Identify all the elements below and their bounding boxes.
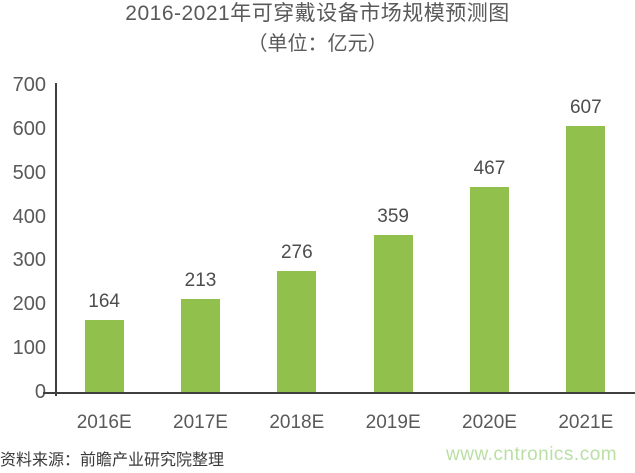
watermark-link: www.cntronics.com (446, 444, 618, 465)
bar (84, 320, 124, 392)
bar-slot: 276 (277, 85, 317, 392)
x-axis-tick-label: 2016E (76, 412, 132, 433)
x-axis-tick-label: 2021E (558, 412, 614, 433)
bar (373, 235, 413, 392)
x-axis-labels: 2016E 2017E 2018E 2019E 2020E 2021E (56, 411, 634, 435)
x-axis-tick-label: 2019E (365, 412, 421, 433)
bar-slot: 607 (566, 85, 606, 392)
bar-slot: 467 (469, 85, 509, 392)
bar (469, 187, 509, 392)
bar-slot: 213 (180, 85, 220, 392)
bar-slot: 359 (373, 85, 413, 392)
y-axis-tick-label: 0 (34, 381, 46, 403)
y-axis-tick-label: 300 (12, 249, 46, 272)
x-axis-tick-label: 2020E (462, 412, 517, 433)
bar-slot: 164 (84, 85, 124, 392)
bar-value-label: 607 (569, 97, 602, 118)
y-axis-tick-label: 500 (12, 161, 46, 184)
x-axis-tick-label: 2017E (173, 412, 228, 433)
x-axis-tick-label: 2018E (269, 412, 325, 433)
chart-title: 2016-2021年可穿戴设备市场规模预测图 (125, 2, 510, 25)
y-axis-tick-label: 400 (12, 205, 46, 228)
bar-value-label: 164 (88, 291, 120, 312)
y-axis-tick-label: 200 (12, 293, 46, 316)
bar-value-label: 467 (473, 158, 506, 179)
bar (277, 271, 317, 392)
bar-value-label: 359 (377, 206, 409, 227)
bar (180, 299, 220, 392)
y-axis-tick-label: 100 (12, 337, 46, 360)
y-axis-line (55, 83, 57, 396)
bar (566, 126, 606, 392)
y-axis-tick-label: 600 (12, 117, 46, 140)
y-axis-tick-labels: 0 100 200 300 400 500 600 700 (0, 74, 46, 403)
chart-subtitle: （单位：亿元） (247, 33, 388, 55)
plot-area: 164 213 276 359 467 607 (56, 85, 634, 392)
bar-value-label: 276 (280, 242, 313, 263)
bar-value-label: 213 (184, 270, 217, 291)
y-axis-tick-label: 700 (12, 74, 46, 96)
x-axis-line (43, 392, 635, 394)
source-note: 资料来源：前瞻产业研究院整理 (0, 452, 225, 469)
